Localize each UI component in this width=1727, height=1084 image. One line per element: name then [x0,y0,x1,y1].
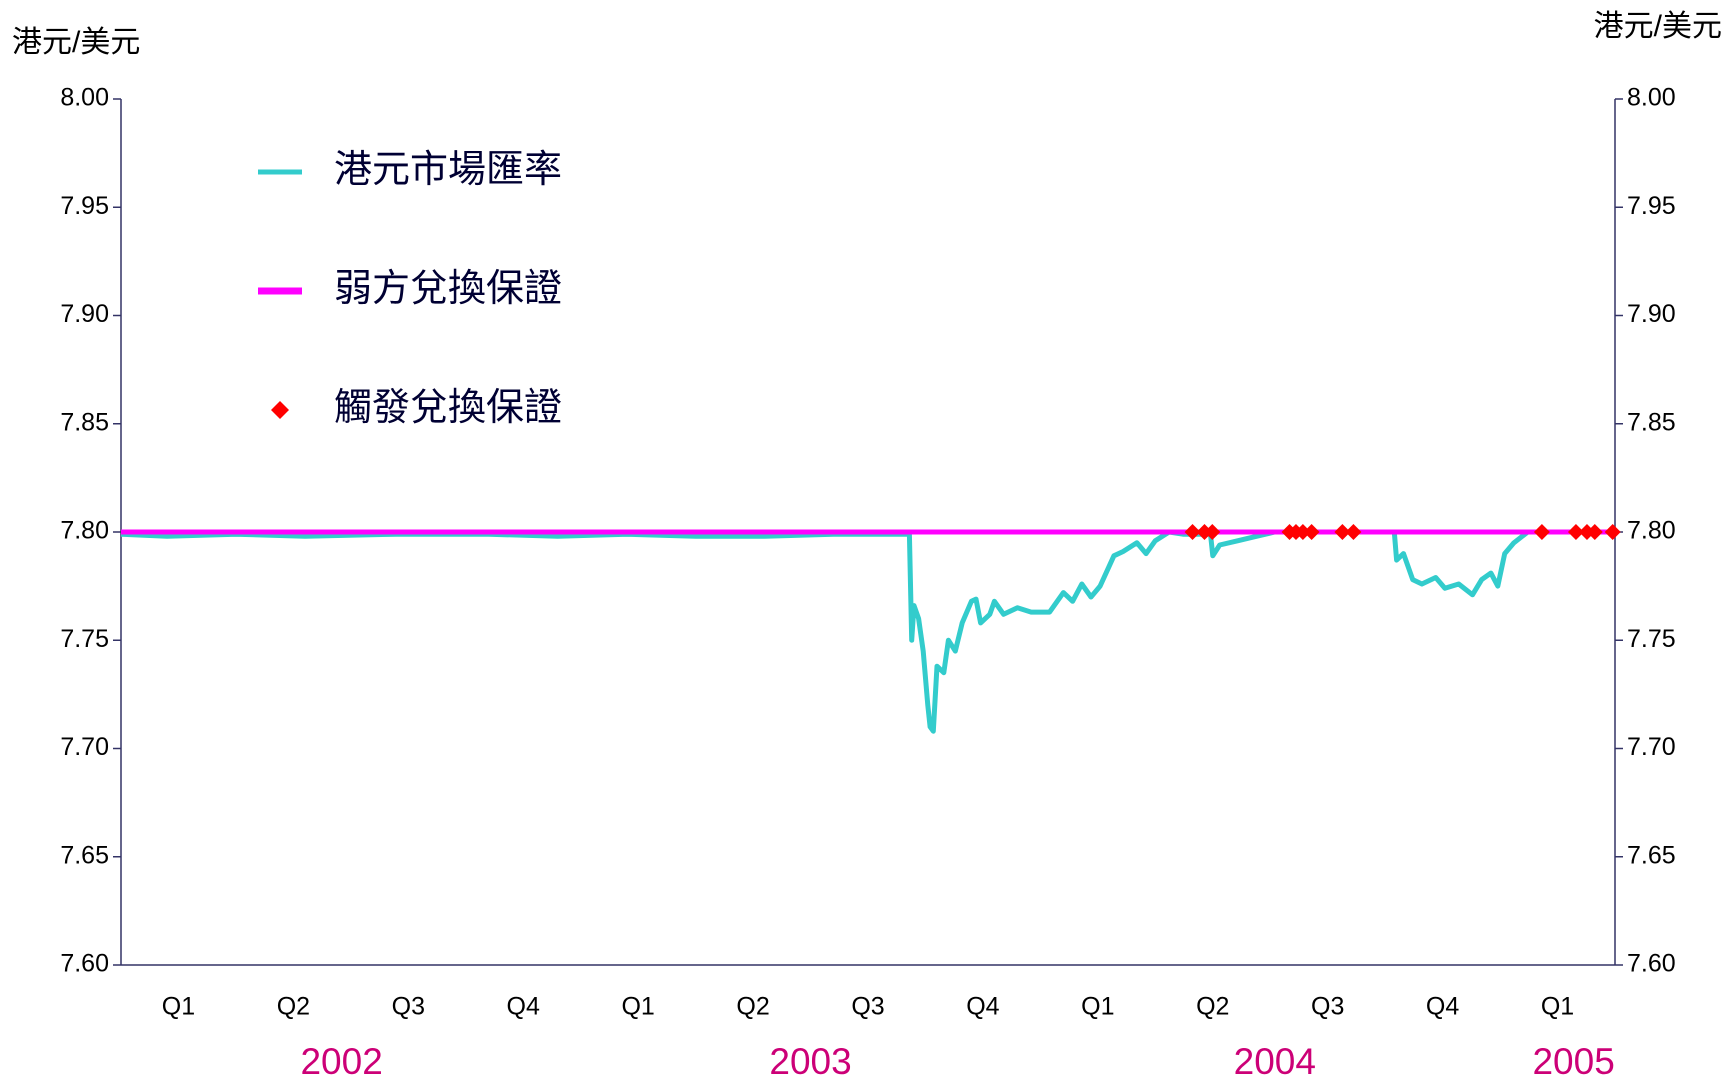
x-tick-label: Q3 [1311,993,1344,1021]
year-label: 2003 [769,1041,851,1082]
scatter-point [1604,524,1621,540]
x-tick-label: Q3 [851,993,884,1021]
y-tick-label: 7.80 [60,517,109,545]
y-tick-label: 8.00 [60,84,109,112]
y-tick-label: 7.75 [60,625,109,653]
x-tick-label: Q2 [1196,993,1229,1021]
x-tick-label: Q4 [507,993,540,1021]
y-tick-label: 7.60 [60,950,109,978]
scatter-point [1345,524,1362,540]
scatter-point [1533,524,1550,540]
y-tick-label: 7.95 [60,192,109,220]
x-tick-label: Q2 [736,993,769,1021]
y2-tick-label: 8.00 [1627,84,1676,112]
y2-tick-label: 7.90 [1627,300,1676,328]
x-tick-label: Q1 [162,993,195,1021]
y-axis-title: 港元/美元 [12,26,140,59]
year-label: 2004 [1234,1041,1316,1082]
y2-tick-label: 7.70 [1627,733,1676,761]
x-tick-label: Q3 [392,993,425,1021]
x-tick-label: Q4 [1426,993,1459,1021]
x-tick-label: Q1 [1541,993,1574,1021]
scatter-point [1586,524,1603,540]
y-tick-label: 7.85 [60,408,109,436]
scatter-point [1303,524,1320,540]
scatter-point [1294,524,1311,540]
y-tick-label: 7.90 [60,300,109,328]
scatter-point [1334,524,1351,540]
scatter-point [1204,524,1221,540]
scatter-point [1184,524,1201,540]
x-tick-label: Q2 [277,993,310,1021]
legend-label: 弱方兌換保證 [334,268,562,310]
y2-tick-label: 7.85 [1627,408,1676,436]
y2-axis-title: 港元/美元 [1594,10,1722,43]
y-tick-label: 7.70 [60,733,109,761]
y-tick-label: 7.65 [60,841,109,869]
y2-tick-label: 7.60 [1627,950,1676,978]
x-tick-label: Q1 [1081,993,1114,1021]
y2-tick-label: 7.65 [1627,841,1676,869]
y2-tick-label: 7.80 [1627,517,1676,545]
scatter-point [1567,524,1584,540]
x-tick-label: Q4 [966,993,999,1021]
y2-tick-label: 7.75 [1627,625,1676,653]
series-line [120,529,1615,734]
y2-tick-label: 7.95 [1627,192,1676,220]
legend-marker [271,401,289,419]
x-tick-label: Q1 [621,993,654,1021]
year-label: 2002 [300,1041,382,1082]
year-label: 2005 [1532,1041,1614,1082]
legend-label: 港元市場匯率 [334,149,562,191]
legend-label: 觸發兌換保證 [334,387,562,429]
